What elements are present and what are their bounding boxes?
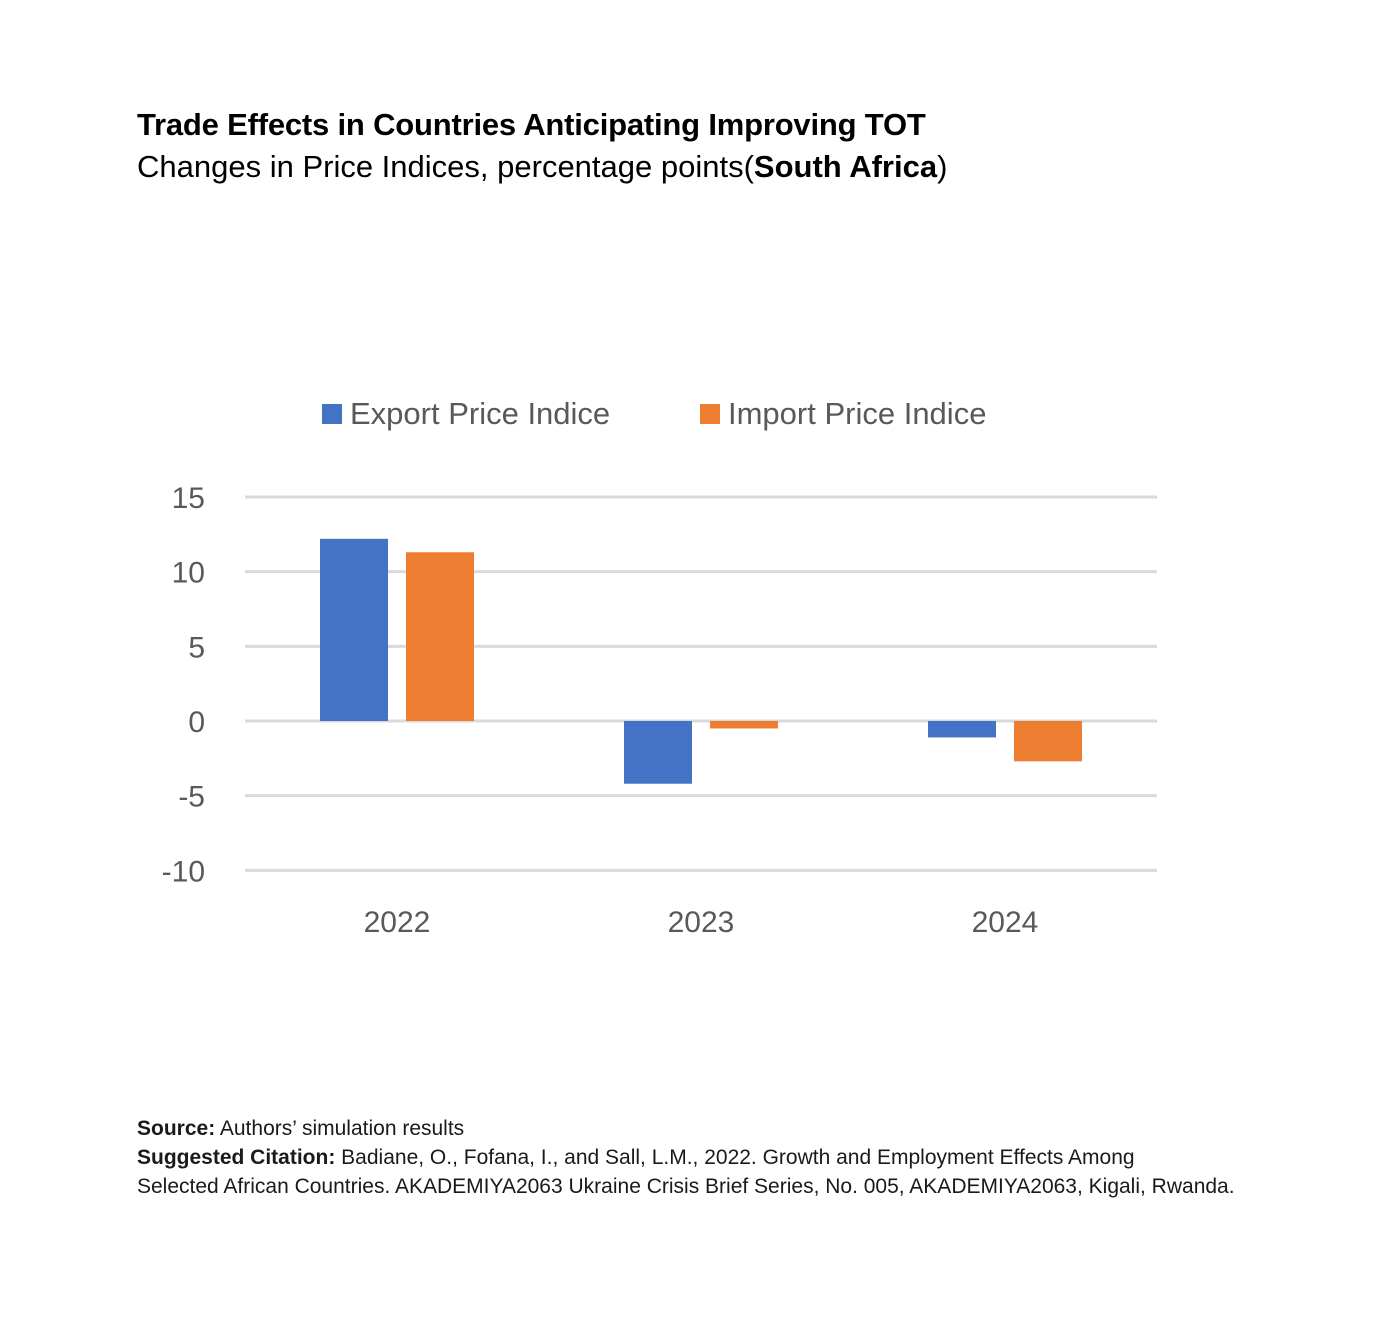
citation-text-1: Badiane, O., Fofana, I., and Sall, L.M.,… (335, 1146, 1135, 1169)
source-line: Source: Authors’ simulation results (137, 1114, 1235, 1143)
chart-title: Trade Effects in Countries Anticipating … (137, 107, 926, 142)
bar-export-price-indice-2023 (624, 721, 692, 784)
citation-label: Suggested Citation: (137, 1146, 336, 1169)
bar-import-price-indice-2024 (1014, 721, 1082, 762)
y-tick-label: 15 (172, 482, 205, 515)
source-text: Authors’ simulation results (215, 1117, 465, 1140)
legend-swatch-import-price-indice (700, 404, 720, 424)
x-tick-label: 2024 (972, 906, 1039, 939)
y-tick-label: -5 (178, 781, 205, 814)
legend-label-import-price-indice: Import Price Indice (728, 396, 986, 431)
bar-import-price-indice-2023 (710, 721, 778, 729)
legend-label-export-price-indice: Export Price Indice (350, 396, 610, 431)
legend-swatch-export-price-indice (322, 404, 342, 424)
x-tick-label: 2022 (364, 906, 431, 939)
citation-line-2: Selected African Countries. AKADEMIYA206… (137, 1175, 1235, 1198)
bar-chart: 15 10 5 0 -5 -10 2022 2023 2024 Export Price Indi… (162, 396, 1157, 939)
footer: Source: Authors’ simulation results Sugg… (137, 1114, 1235, 1201)
y-tick-label: 10 (172, 557, 205, 590)
bar-export-price-indice-2022 (320, 538, 388, 721)
subtitle-country: South Africa (753, 149, 938, 184)
citation-line: Suggested Citation: Badiane, O., Fofana,… (137, 1143, 1235, 1172)
bar-import-price-indice-2022 (406, 552, 474, 721)
chart-subtitle: Changes in Price Indices, percentage poi… (137, 149, 947, 185)
y-tick-label: 0 (188, 706, 205, 739)
y-tick-label: -10 (162, 855, 205, 888)
y-tick-label: 5 (188, 631, 205, 664)
x-tick-label: 2023 (668, 906, 735, 939)
source-label: Source: (137, 1117, 216, 1140)
subtitle-suffix: ) (937, 149, 948, 184)
subtitle-prefix: Changes in Price Indices, percentage poi… (137, 149, 754, 184)
bar-export-price-indice-2024 (928, 721, 996, 738)
